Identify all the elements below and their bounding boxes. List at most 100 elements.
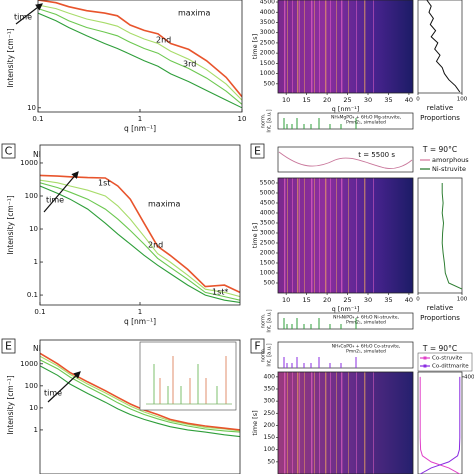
legend-label: Co-dittmarite — [432, 364, 469, 370]
y-tick-label: 100 — [25, 382, 38, 390]
y-tick-label: 3000 — [260, 29, 275, 36]
intensity-curve — [38, 0, 242, 98]
heatmap-streak — [292, 178, 293, 293]
x-tick-label: 100 — [457, 97, 468, 103]
y-tick-label: 2000 — [260, 50, 275, 57]
heatmap-streak — [330, 0, 331, 93]
pattern-axis-label: norm. — [261, 313, 267, 328]
heatmap-streak — [336, 0, 337, 93]
heatmap-streak — [325, 372, 327, 474]
x-tick-label: 20 — [323, 296, 331, 304]
y-tick-label: 2000 — [260, 250, 275, 257]
annotation: time — [46, 196, 64, 205]
heatmap-streak — [284, 0, 286, 93]
pattern-label: NH₄MgPO₄ + 6H₂O Mg-struvite, — [331, 115, 401, 121]
heatmap — [278, 178, 413, 293]
y-tick-label: 500 — [264, 80, 276, 87]
y-axis-label: time [s] — [251, 223, 259, 248]
legend-box — [417, 352, 473, 372]
heatmap-streak — [287, 178, 288, 293]
heatmap-streak — [284, 372, 286, 474]
x-tick-label: 25 — [343, 296, 351, 304]
y-tick-label: 1500 — [260, 60, 275, 67]
plot-area — [40, 145, 240, 305]
pattern-box — [277, 312, 414, 330]
annotation: 1st — [98, 179, 110, 188]
intensity-curve — [38, 4, 242, 101]
x-tick-label: 0 — [416, 297, 420, 303]
x-tick-label: 10 — [282, 96, 290, 104]
y-tick-label: 5500 — [260, 180, 275, 187]
time-label: t = 5500 s — [358, 151, 395, 159]
annotation: 2nd — [148, 241, 163, 250]
profile-label: relative — [427, 304, 453, 312]
heatmap-streak — [299, 178, 300, 293]
heatmap-streak — [292, 0, 293, 93]
heatmap-streak — [325, 0, 327, 93]
pattern-label: Pmn2₁, simulated — [346, 320, 386, 326]
legend-label: Co-struvite — [432, 356, 463, 362]
heatmap — [278, 0, 413, 93]
heatmap-streak — [364, 178, 366, 293]
pattern-label: NH₄NiPO₄ + 6H₂O Ni-struvite, — [333, 315, 399, 321]
y-tick-label: 200 — [264, 422, 276, 429]
y-tick-label: 10 — [29, 404, 38, 412]
y-tick-label: 350 — [264, 386, 276, 393]
x-tick-label: 0 — [416, 97, 420, 103]
legend-marker — [423, 356, 427, 360]
heatmap-streak — [311, 0, 313, 93]
y-axis-label: time [s] — [251, 410, 259, 435]
profile-label: Proportions — [420, 314, 460, 322]
heatmap-streak — [311, 178, 313, 293]
y-tick-label: 1000 — [260, 270, 275, 277]
heatmap-streak — [356, 0, 357, 93]
heatmap-streak — [348, 0, 349, 93]
pattern-label: Pmn2₁, simulated — [346, 120, 386, 126]
intensity-curve — [40, 355, 240, 432]
x-tick-label: 20 — [323, 96, 331, 104]
heatmap-streak — [341, 0, 343, 93]
temperature-label: T = 90°C — [422, 145, 457, 154]
heatmap-streak — [330, 372, 331, 474]
temperature-label: T = 90°C — [422, 344, 457, 353]
heatmap-frame — [277, 371, 414, 474]
intensity-curve — [40, 365, 240, 438]
x-tick-label: 30 — [364, 296, 372, 304]
heatmap-streak — [297, 0, 299, 93]
panel-label-box — [250, 143, 265, 159]
profile-label: Proportions — [420, 114, 460, 122]
panel-label: E — [5, 340, 12, 353]
heatmap-streak — [292, 372, 293, 474]
heatmap-streak — [330, 178, 331, 293]
annotation: time — [44, 389, 62, 398]
intensity-curve — [40, 185, 240, 303]
x-tick-label: 40 — [405, 296, 413, 304]
y-tick-label: 150 — [264, 434, 276, 441]
heatmap-streak — [297, 178, 299, 293]
time-arrow — [15, 3, 43, 25]
y-tick-label: 10 — [27, 104, 36, 112]
y-axis-label: Intensity [cm⁻¹] — [6, 375, 15, 434]
pattern-strip — [277, 146, 414, 173]
y-tick-label: 4500 — [260, 0, 275, 6]
legend-label: amorphous — [432, 156, 469, 164]
heatmap-streak — [299, 0, 300, 93]
x-tick-label: 100 — [457, 297, 468, 303]
pattern-box — [277, 341, 414, 369]
pattern-axis-label: Int. [a.u.] — [267, 109, 273, 132]
profile-box — [417, 371, 463, 474]
pattern-curve — [278, 151, 413, 169]
heatmap-streak — [319, 372, 320, 474]
x-tick-label: 30 — [364, 96, 372, 104]
annotation: 3rd — [183, 60, 196, 69]
annotation: 1st* — [212, 288, 228, 297]
y-tick-label: 250 — [264, 410, 276, 417]
panel-label: F — [254, 340, 260, 353]
y-tick-label: 1500 — [260, 260, 275, 267]
y-tick-label: 1 — [34, 258, 38, 266]
y-tick-label: 1 — [34, 426, 38, 434]
x-tick-label: 1 — [138, 308, 142, 316]
y-tick-label: 1000 — [20, 360, 38, 368]
panel-label-box — [1, 143, 16, 159]
y-tick-label: 5000 — [260, 190, 275, 197]
